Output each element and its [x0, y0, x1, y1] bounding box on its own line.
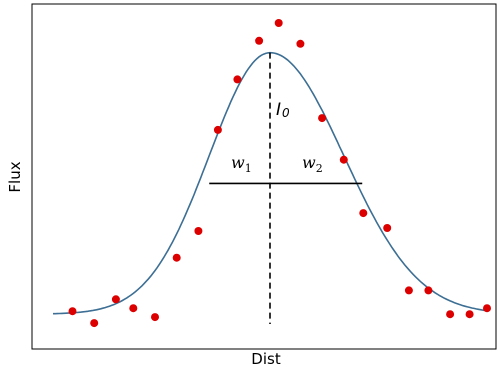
left-width-label: w1 — [231, 153, 252, 175]
data-point — [483, 304, 491, 313]
data-point — [111, 295, 120, 304]
data-point — [359, 209, 368, 218]
data-point — [274, 19, 283, 27]
data-point — [339, 155, 348, 164]
data-point — [90, 319, 99, 328]
data-point — [129, 304, 138, 313]
data-point — [318, 114, 327, 123]
data-point — [255, 36, 264, 45]
peak-label: I0 — [276, 100, 290, 120]
y-axis-label: Flux — [6, 161, 24, 192]
x-axis-label: Dist — [251, 350, 281, 368]
data-point — [446, 310, 455, 319]
data-point — [213, 125, 222, 134]
data-point — [68, 307, 77, 316]
data-point — [194, 227, 203, 235]
data-point — [383, 224, 392, 232]
data-points — [68, 19, 491, 328]
data-point — [296, 39, 305, 48]
plot-frame — [31, 3, 497, 350]
data-point — [151, 313, 159, 322]
right-width-label: w2 — [302, 153, 323, 175]
data-point — [424, 286, 433, 295]
data-point — [233, 75, 242, 84]
data-point — [404, 286, 413, 295]
data-point — [465, 310, 474, 319]
data-point — [172, 253, 181, 262]
